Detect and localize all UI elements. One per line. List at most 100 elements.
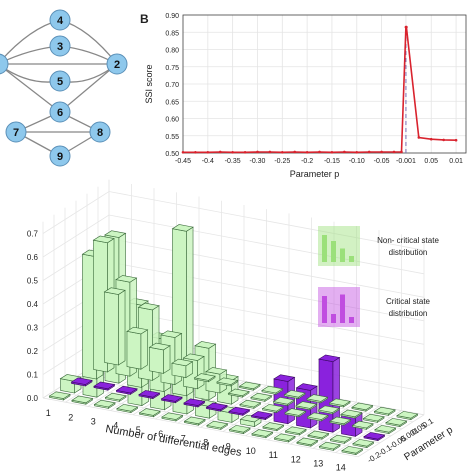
bar-top-face (340, 409, 363, 418)
x-tick-label: 10 (246, 446, 256, 456)
bar-top-face (273, 433, 296, 441)
bar-top-face (171, 224, 194, 232)
bar-top-face (104, 230, 127, 238)
critical-bar (115, 385, 138, 395)
bar-top-face (317, 405, 340, 413)
panel-label: B (140, 12, 149, 26)
legend-mini-bar (322, 296, 327, 323)
z-gridline (42, 191, 425, 251)
bar-top-face (272, 397, 295, 405)
non-critical-bar (71, 395, 94, 405)
network-node (5, 121, 27, 143)
bar-top-face (351, 402, 374, 411)
y-tick-label: 0.85 (165, 30, 179, 37)
z-tick-label: 0.2 (27, 347, 39, 356)
ssi-data-point (243, 151, 247, 154)
critical-bar (70, 377, 93, 387)
z-tick-label: 0.3 (27, 324, 39, 333)
critical-bar (183, 398, 206, 408)
bar-top-face (261, 385, 284, 394)
bar-top-face (262, 422, 285, 430)
floor-grid (42, 397, 359, 458)
bar-top-face (138, 408, 161, 416)
bar-top-face (306, 394, 329, 402)
bar-top-face (71, 395, 94, 404)
network-node-label: 7 (13, 127, 19, 139)
bar-top-face (205, 402, 228, 411)
bar-top-face (93, 399, 116, 408)
x-tick-label: -0.45 (175, 158, 191, 165)
bar-top-face (341, 446, 364, 454)
bar-top-face (283, 390, 306, 398)
bar-top-face (238, 381, 261, 390)
bar-top-face (126, 326, 149, 335)
legend-label: Non- critical state (377, 236, 439, 245)
legend-mini-bar (331, 314, 336, 323)
x-tick-label: 12 (291, 454, 301, 464)
bar-top-face (261, 404, 284, 412)
critical-bar (363, 432, 386, 442)
bar-top-face (385, 418, 408, 426)
ssi-data-point (400, 150, 403, 154)
bar-top-face (116, 404, 139, 412)
legend-mini-bar (349, 317, 354, 323)
ssi-data-point (454, 138, 458, 142)
non-critical-bar (161, 412, 184, 422)
non-critical-bar (116, 404, 139, 414)
bar-top-face (216, 377, 239, 385)
y-tick-label: 0.55 (165, 134, 179, 141)
bar-top-face (374, 425, 397, 433)
legend-mini-bar (340, 248, 345, 262)
y-tick-label: 0.70 (165, 82, 179, 89)
bar-top-face (295, 401, 318, 409)
bar-top-face (115, 275, 138, 283)
ssi-data-point (206, 151, 210, 154)
x-tick-label: -0.05 (374, 158, 390, 165)
ssi-data-point (417, 136, 421, 139)
bar-top-face (48, 391, 71, 399)
non-critical-bar (206, 420, 229, 430)
ssi-data-point (380, 150, 383, 154)
bar-top-face (227, 388, 250, 397)
y-tick-label: 0.65 (165, 99, 179, 106)
bar-top-face (329, 434, 352, 443)
bar-top-face (137, 302, 160, 311)
x-tick-label: -0.001 (396, 158, 416, 165)
ssi-data-point (355, 151, 359, 154)
bar-top-face (273, 374, 296, 382)
bar-top-face (93, 381, 116, 390)
bar-top-face (206, 420, 229, 429)
non-critical-bar (171, 358, 194, 379)
critical-bar (160, 394, 183, 404)
x-tick-label: -0.10 (349, 158, 365, 165)
x-tick-label: -0.30 (249, 158, 265, 165)
network-node-label: 5 (57, 76, 63, 88)
bar-top-face (103, 287, 126, 295)
z-tick-label: 0.6 (27, 253, 39, 262)
network-node-label: 2 (114, 59, 120, 71)
bar-top-face (194, 341, 217, 349)
non-critical-bar (250, 392, 273, 402)
x-tick-label: 11 (269, 450, 278, 460)
bar-top-face (183, 416, 206, 425)
z-gridline (42, 214, 425, 275)
non-critical-bar (296, 437, 319, 447)
non-critical-bar (284, 426, 307, 436)
z-tick-label: 0.5 (27, 277, 39, 286)
non-critical-bar (329, 434, 352, 444)
non-critical-bar (295, 401, 318, 411)
bar-top-face (328, 398, 351, 406)
bar-top-face (171, 358, 194, 367)
bar-top-face (373, 406, 396, 415)
legend-label: distribution (389, 309, 428, 318)
legend-item: Critical state distribution (318, 287, 431, 327)
ssi-data-point (405, 25, 408, 29)
critical-bar (318, 354, 341, 433)
x-tick-label: 9 (226, 442, 231, 452)
floor-grid (53, 390, 370, 451)
non-critical-bar (216, 377, 239, 387)
bar-top-face (160, 394, 183, 402)
network-node-label: 9 (57, 151, 63, 163)
x-tick-label: 6 (158, 429, 163, 439)
